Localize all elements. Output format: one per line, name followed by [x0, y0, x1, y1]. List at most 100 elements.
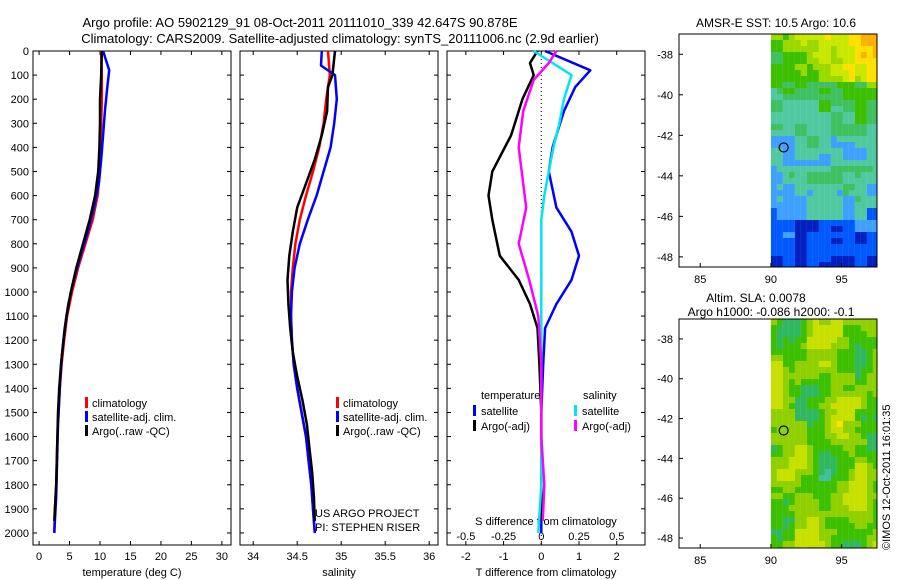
map-cell — [776, 64, 783, 70]
map-cell — [866, 529, 873, 535]
map-cell — [860, 391, 867, 397]
map-cell — [794, 184, 801, 190]
map-cell — [842, 250, 849, 256]
map-cell — [812, 445, 819, 451]
map-cell — [776, 385, 783, 391]
map-cell — [830, 130, 837, 136]
map-cell — [782, 511, 789, 517]
map-cell — [800, 244, 807, 250]
map-cell — [782, 505, 789, 511]
map-cell — [788, 94, 795, 100]
map-cell — [836, 427, 843, 433]
map-cell — [830, 172, 837, 178]
map-cell — [812, 220, 819, 226]
map-cell — [842, 214, 849, 220]
map-cell — [770, 118, 777, 124]
map-cell — [782, 244, 789, 250]
map-cell — [806, 208, 813, 214]
map-cell — [788, 172, 795, 178]
map-cell — [812, 208, 819, 214]
map-cell — [806, 463, 813, 469]
figure-title-1: Argo profile: AO 5902129_91 08-Oct-2011 … — [82, 15, 517, 30]
y-tick-label: 1200 — [5, 335, 29, 347]
map-cell — [770, 325, 777, 331]
map-cell — [848, 232, 855, 238]
sst-map: -38 -40 -42 -44 -46 -48 85 90 95 — [657, 33, 878, 286]
map-cell — [782, 220, 789, 226]
map-cell — [806, 427, 813, 433]
map-cell — [794, 409, 801, 415]
map-cell — [806, 244, 813, 250]
map-cell — [776, 154, 783, 160]
map-cell — [836, 445, 843, 451]
y-tick-label: 1400 — [5, 383, 29, 395]
map-cell — [782, 238, 789, 244]
map-cell — [800, 100, 807, 106]
map-cell — [800, 202, 807, 208]
map-cell — [776, 58, 783, 64]
map-cell — [830, 367, 837, 373]
map-cell — [776, 220, 783, 226]
map-cell — [770, 238, 777, 244]
map-cell — [800, 106, 807, 112]
map-cell — [854, 493, 861, 499]
map-cell — [824, 52, 831, 58]
map-cell — [770, 523, 777, 529]
map-cell — [788, 517, 795, 523]
map-cell — [770, 421, 777, 427]
map-cell — [782, 475, 789, 481]
map-cell — [788, 184, 795, 190]
map-cell — [806, 136, 813, 142]
map-cell — [806, 220, 813, 226]
map-cell — [842, 40, 849, 46]
map-cell — [776, 493, 783, 499]
map-cell — [794, 70, 801, 76]
map-cell — [824, 409, 831, 415]
map-cell — [788, 319, 795, 325]
map-cell — [806, 172, 813, 178]
map-cell — [794, 154, 801, 160]
map-cell — [776, 118, 783, 124]
map-cell — [836, 529, 843, 535]
map-cell — [818, 250, 825, 256]
map-cell — [818, 244, 825, 250]
map-cell — [800, 118, 807, 124]
map-cell — [848, 445, 855, 451]
map-cell — [842, 88, 849, 94]
map-cell — [800, 238, 807, 244]
map-cell — [788, 220, 795, 226]
map-cell — [788, 541, 795, 547]
map-cell — [794, 403, 801, 409]
map-cell — [824, 541, 831, 547]
map-cell — [782, 541, 789, 547]
map-cell — [794, 196, 801, 202]
map-cell — [872, 124, 877, 130]
map-cell — [860, 100, 867, 106]
map-cell — [770, 64, 777, 70]
map-cell — [836, 40, 843, 46]
map-cell — [770, 361, 777, 367]
map-cell — [866, 166, 873, 172]
map-cell — [812, 541, 819, 547]
map-cell — [770, 457, 777, 463]
map-cell — [860, 511, 867, 517]
map-cell — [830, 493, 837, 499]
map-cell — [854, 349, 861, 355]
map-cell — [848, 397, 855, 403]
map-cell — [812, 202, 819, 208]
map-cell — [854, 445, 861, 451]
map-cell — [788, 244, 795, 250]
map-cell — [800, 487, 807, 493]
map-cell — [872, 226, 877, 232]
map-cell — [836, 148, 843, 154]
map-cell — [866, 523, 873, 529]
map-cell — [866, 262, 873, 267]
map-cell — [848, 88, 855, 94]
map-cell — [776, 337, 783, 343]
map-cell — [854, 331, 861, 337]
map-cell — [800, 325, 807, 331]
map-cell — [794, 106, 801, 112]
map-cell — [812, 70, 819, 76]
map-cell — [788, 391, 795, 397]
map-cell — [866, 190, 873, 196]
